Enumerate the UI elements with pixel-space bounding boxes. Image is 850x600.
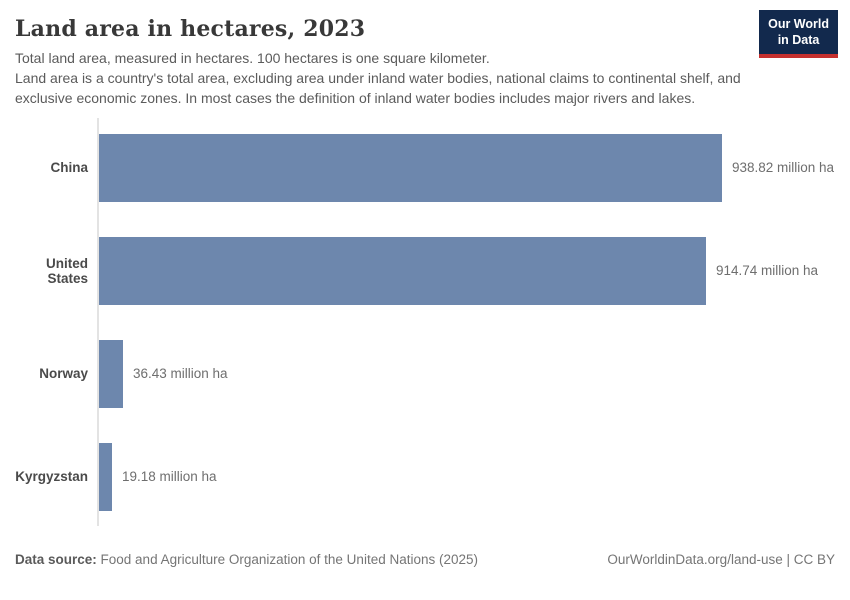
bar-row: Kyrgyzstan 19.18 million ha [15, 425, 835, 528]
bar-chart: China 938.82 million ha United States 914.7… [15, 116, 835, 528]
bar[interactable] [99, 133, 722, 202]
bar[interactable] [99, 339, 123, 408]
data-source-label: Data source: [15, 552, 97, 568]
bar-row: China 938.82 million ha [15, 116, 835, 219]
chart-title: Land area in hectares, 2023 [15, 16, 366, 42]
attribution-link: OurWorldinData.org/land-use | CC BY [607, 552, 835, 568]
entity-label: United States [46, 255, 88, 286]
subtitle-line-2: Land area is a country's total area, exc… [15, 69, 741, 106]
bar-value-label: 19.18 million ha [122, 469, 217, 485]
owid-logo: Our World in Data [759, 10, 838, 58]
chart-subtitle: Total land area, measured in hectares. 1… [15, 49, 760, 108]
entity-label: Norway [39, 366, 88, 382]
y-axis-line [97, 118, 99, 527]
subtitle-line-1: Total land area, measured in hectares. 1… [15, 50, 490, 67]
chart-header: Land area in hectares, 2023 Our World in… [15, 10, 838, 108]
entity-label: China [50, 160, 88, 176]
entity-label: Kyrgyzstan [15, 469, 88, 485]
bar-value-label: 938.82 million ha [732, 160, 835, 176]
bar[interactable] [99, 236, 706, 305]
bar-value-label: 914.74 million ha [716, 263, 819, 279]
data-source-text: Food and Agriculture Organization of the… [96, 552, 479, 568]
bar-row: United States 914.74 million ha [15, 219, 835, 322]
owid-logo-line2: in Data [777, 33, 820, 48]
chart-footer: Data source: Food and Agriculture Organi… [15, 552, 835, 567]
bar-row: Norway 36.43 million ha [15, 322, 835, 425]
bar[interactable] [99, 442, 112, 511]
bar-value-label: 36.43 million ha [133, 366, 228, 382]
owid-logo-line1: Our World [768, 17, 829, 31]
data-source-note: Data source: Food and Agriculture Organi… [15, 552, 478, 567]
bar-rows: China 938.82 million ha United States 914.7… [15, 116, 835, 528]
